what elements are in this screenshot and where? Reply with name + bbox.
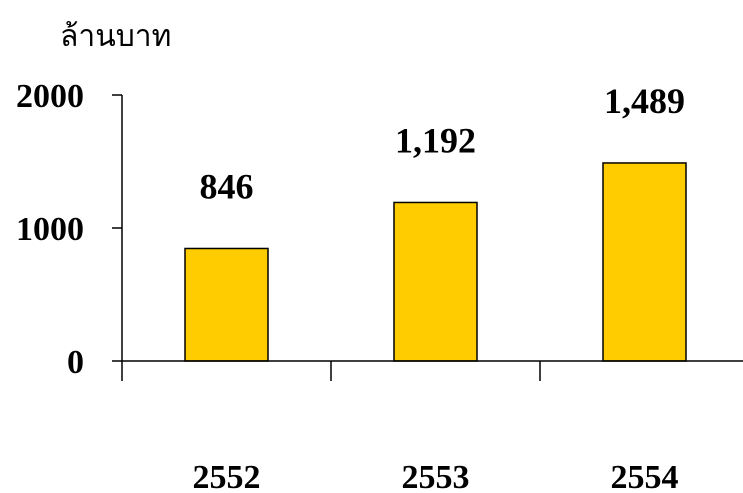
axes-layer	[112, 94, 743, 381]
y-axis-title: ล้านบาท	[60, 20, 171, 53]
bar-2553	[393, 201, 478, 362]
bar-2552	[184, 247, 269, 362]
x-tick-label-2553: 2553	[402, 459, 470, 493]
y-tick-label-2000: 2000	[16, 78, 84, 115]
x-tick-label-2552: 2552	[193, 459, 261, 493]
data-label-2552: 846	[200, 166, 254, 206]
y-tick-label-0: 0	[67, 344, 84, 381]
bars-layer	[184, 162, 687, 362]
labels-layer: 846 2552 1,192 2553 1,489 2554 0 1000 2000	[16, 78, 685, 493]
bar-2554	[602, 162, 687, 362]
y-tick-label-1000: 1000	[16, 211, 84, 248]
data-label-2553: 1,192	[395, 120, 476, 160]
x-tick-label-2554: 2554	[611, 459, 679, 493]
data-label-2554: 1,489	[604, 81, 685, 121]
